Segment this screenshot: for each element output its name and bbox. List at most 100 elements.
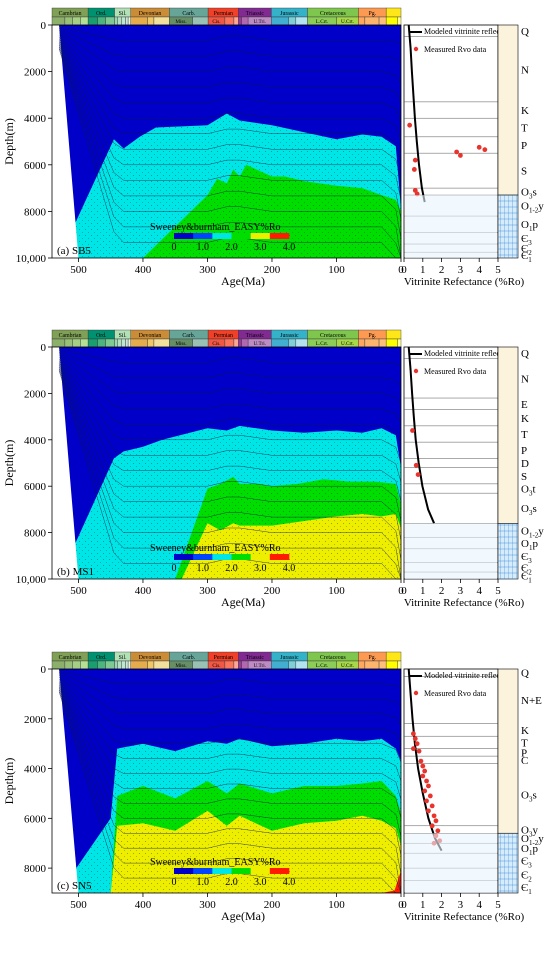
epoch-box [233,16,239,26]
y-tick-label: 8000 [24,863,47,875]
stratum-label: S [521,166,527,178]
period-label: Cretaceous [320,11,346,17]
period-label: Permian [214,655,233,661]
period-label: Cretaceous [320,655,346,661]
measured-ro-point [426,783,431,789]
horizon-line [59,26,402,45]
horizon-line [58,28,402,64]
colorbar-title: Sweeney&burnham_EASY%Ro [150,543,281,554]
x-tick-label: 400 [135,264,152,276]
epoch-box [271,16,289,26]
epoch-box [364,16,380,26]
epoch-box [130,660,148,670]
horizon-line [58,31,402,103]
epoch-box [192,660,209,670]
horizon-line [59,670,402,688]
epoch-label: L.Crt. [316,19,328,25]
epoch-box [364,338,380,348]
epoch-box [378,338,387,348]
measured-ro-point [458,153,463,158]
legend-dot [413,368,419,374]
epoch-box [358,338,366,348]
epoch-box [51,16,66,26]
measured-ro-point [435,828,441,834]
horizon-line [58,355,402,444]
vit-x-tick-label: 1 [420,899,426,911]
period-label: Pg. [369,333,377,339]
colorbar-tick: 4.0 [283,563,296,574]
epoch-label: U.Crt. [341,19,354,25]
epoch-box [358,16,366,26]
x-tick-label: 0 [398,899,404,911]
horizon-line [58,672,402,707]
x-tick-label: 100 [328,899,345,911]
vit-x-tick-label: 2 [439,264,445,276]
stratum-label: Є1 [521,571,532,585]
vit-x-tick-label: 3 [458,585,464,597]
epoch-label: U.Crt. [341,663,354,669]
epoch-box [127,338,131,348]
x-tick-label: 0 [398,585,404,597]
measured-ro-point [411,731,416,737]
vit-x-tick-label: 4 [476,899,482,911]
period-label: Cambrian [59,11,82,17]
y-axis-label: Depth(m) [2,440,16,487]
epoch-box [397,16,402,26]
lithology-lower-hatch [498,195,518,258]
epoch-box [87,338,99,348]
epoch-label: Miss. [175,19,186,25]
horizon-line [58,35,402,142]
epoch-box [241,338,249,348]
epoch-box [153,660,170,670]
epoch-box [72,338,81,348]
colorbar-segment [269,868,290,874]
x-axis-label: Age(Ma) [221,595,265,609]
vit-x-tick-label: 0 [401,899,407,911]
stratum-label: K [521,413,529,425]
stratum-label: Q [521,348,529,360]
period-label: Sil. [119,11,127,17]
y-tick-label: 4000 [24,113,47,125]
epoch-box [97,660,106,670]
colorbar-tick: 3.0 [254,242,267,253]
y-tick-label: 2000 [24,714,47,726]
period-label: Cambrian [59,655,82,661]
colorbar-segment [193,233,213,239]
measured-ro-point [418,758,424,764]
measured-ro-point [482,147,488,153]
colorbar-segment [231,554,251,560]
horizon-line [58,683,402,838]
stratum-label: Q [521,668,529,680]
epoch-box [364,660,380,670]
y-tick-label: 10,000 [16,574,47,586]
vit-x-tick-label: 1 [420,585,426,597]
epoch-box [121,16,126,26]
epoch-box [147,338,155,348]
epoch-box [114,16,119,26]
epoch-box [378,660,387,670]
epoch-box [385,338,398,348]
colorbar-segment [231,233,251,239]
vit-x-tick-label: 5 [495,899,501,911]
epoch-box [241,660,249,670]
x-tick-label: 400 [135,585,152,597]
lithology-lower-hatch [498,523,518,579]
measured-ro-point [407,122,413,128]
colorbar-tick: 4.0 [283,877,296,888]
lithology-upper [497,24,519,196]
horizon-line [58,363,402,541]
stratum-label: N+E [521,695,542,707]
stratum-label: O3s [521,187,537,201]
stratum-label: O1p [521,538,538,552]
period-label: Permian [214,333,233,339]
epoch-box [271,660,289,670]
stratum-label: K [521,725,529,737]
epoch-box [64,660,73,670]
vit-x-tick-label: 3 [458,899,464,911]
lower-strata-band [405,523,497,579]
measured-ro-point [476,144,482,150]
epoch-box [114,338,119,348]
period-label: Ord. [96,655,107,661]
stratum-label: Є2 [521,243,532,257]
